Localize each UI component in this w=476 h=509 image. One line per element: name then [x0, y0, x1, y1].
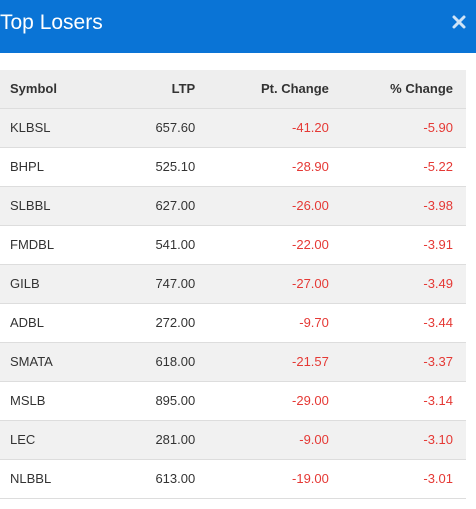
cell-ltp: 281.00: [155, 432, 196, 447]
cell-pct-change: -5.90: [423, 120, 453, 135]
table-row[interactable]: BHPL 525.10 -28.90 -5.22: [0, 147, 466, 186]
cell-ltp: 895.00: [155, 393, 196, 408]
table-row[interactable]: KLBSL 657.60 -41.20 -5.90: [0, 108, 466, 147]
cell-ltp: 657.60: [155, 120, 196, 135]
cell-pt-change: -26.00: [292, 198, 329, 213]
cell-symbol: ADBL: [10, 315, 44, 330]
cell-symbol: FMDBL: [10, 237, 55, 252]
cell-pct-change: -3.44: [423, 315, 453, 330]
column-header-pt-change[interactable]: Pt. Change: [260, 81, 329, 97]
table-header-row: Symbol LTP Pt. Change % Change: [0, 70, 466, 108]
table-row[interactable]: SLBBL 627.00 -26.00 -3.98: [0, 186, 466, 225]
cell-pct-change: -3.14: [423, 393, 453, 408]
cell-pct-change: -3.98: [423, 198, 453, 213]
cell-pct-change: -3.01: [423, 471, 453, 486]
cell-ltp: 627.00: [155, 198, 196, 213]
cell-pt-change: -28.90: [292, 159, 329, 174]
modal-title: Top Losers: [0, 11, 103, 34]
cell-symbol: SLBBL: [10, 198, 51, 213]
cell-ltp: 613.00: [155, 471, 196, 486]
cell-symbol: GILB: [10, 276, 40, 291]
table-row[interactable]: LEC 281.00 -9.00 -3.10: [0, 420, 466, 459]
table-row[interactable]: GILB 747.00 -27.00 -3.49: [0, 264, 466, 303]
table-row[interactable]: ADBL 272.00 -9.70 -3.44: [0, 303, 466, 342]
cell-symbol: KLBSL: [10, 120, 51, 135]
modal-body: Symbol LTP Pt. Change % Change KLBSL 657.…: [0, 53, 476, 509]
cell-ltp: 618.00: [155, 354, 196, 369]
cell-pt-change: -27.00: [292, 276, 329, 291]
cell-pct-change: -3.37: [423, 354, 453, 369]
cell-symbol: MSLB: [10, 393, 46, 408]
cell-symbol: SMATA: [10, 354, 53, 369]
cell-pct-change: -5.22: [423, 159, 453, 174]
table-body: KLBSL 657.60 -41.20 -5.90 BHPL 525.10 -28.90 -5…: [0, 108, 466, 498]
cell-ltp: 272.00: [155, 315, 196, 330]
modal-header: Top Losers: [0, 0, 476, 53]
cell-pct-change: -3.49: [423, 276, 453, 291]
cell-pt-change: -22.00: [292, 237, 329, 252]
table-row[interactable]: FMDBL 541.00 -22.00 -3.91: [0, 225, 466, 264]
top-losers-table: Symbol LTP Pt. Change % Change KLBSL 657.…: [0, 70, 466, 499]
cell-pt-change: -9.00: [299, 432, 329, 447]
cell-pct-change: -3.91: [423, 237, 453, 252]
cell-pt-change: -29.00: [292, 393, 329, 408]
cell-symbol: BHPL: [10, 159, 44, 174]
table-row[interactable]: NLBBL 613.00 -19.00 -3.01: [0, 459, 466, 498]
close-icon[interactable]: [451, 14, 467, 30]
cell-ltp: 747.00: [155, 276, 196, 291]
cell-ltp: 541.00: [155, 237, 196, 252]
cell-pt-change: -19.00: [292, 471, 329, 486]
column-header-ltp[interactable]: LTP: [171, 81, 196, 97]
cell-pt-change: -9.70: [299, 315, 329, 330]
table-row[interactable]: SMATA 618.00 -21.57 -3.37: [0, 342, 466, 381]
cell-pct-change: -3.10: [423, 432, 453, 447]
column-header-pct-change[interactable]: % Change: [390, 81, 453, 97]
cell-pt-change: -21.57: [292, 354, 329, 369]
table-row[interactable]: MSLB 895.00 -29.00 -3.14: [0, 381, 466, 420]
cell-symbol: NLBBL: [10, 471, 52, 486]
cell-symbol: LEC: [10, 432, 36, 447]
cell-ltp: 525.10: [155, 159, 196, 174]
column-header-symbol[interactable]: Symbol: [10, 81, 57, 97]
cell-pt-change: -41.20: [292, 120, 329, 135]
